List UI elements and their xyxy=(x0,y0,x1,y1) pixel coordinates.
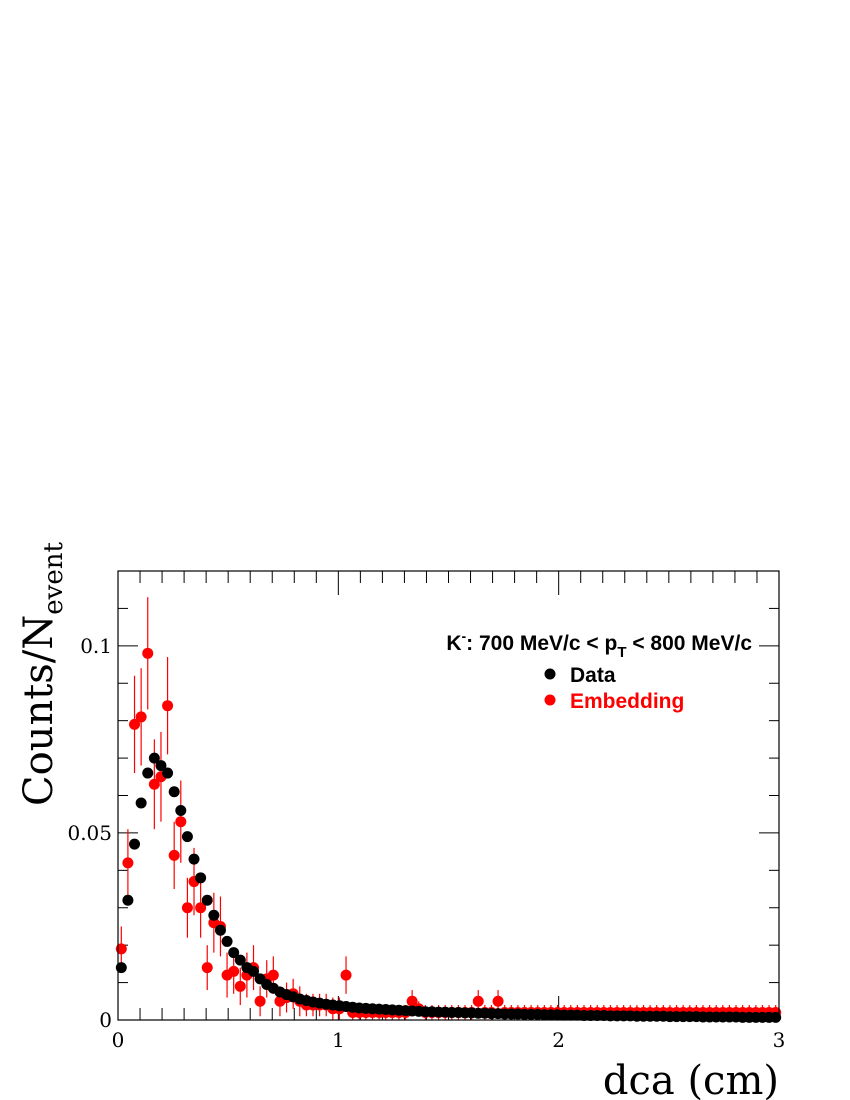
x-tick-label: 1 xyxy=(332,1028,345,1052)
data-point xyxy=(155,760,167,772)
embedding-point xyxy=(162,700,174,712)
embedding-point xyxy=(195,902,207,914)
data-point xyxy=(221,935,233,947)
embedding-point xyxy=(142,647,154,659)
data-point xyxy=(162,767,174,779)
data-point xyxy=(214,924,226,936)
x-tick-label: 3 xyxy=(773,1028,786,1052)
data-point xyxy=(234,954,246,966)
embedding-point xyxy=(181,902,193,914)
x-tick-label: 0 xyxy=(112,1028,125,1052)
x-tick-label: 2 xyxy=(552,1028,565,1052)
legend-embedding-marker xyxy=(544,694,556,706)
data-point xyxy=(181,831,193,843)
data-point xyxy=(175,804,187,816)
y-axis-title: Counts/Nevent xyxy=(16,541,69,806)
y-tick-label: 0.1 xyxy=(80,634,112,658)
embedding-point xyxy=(228,965,240,977)
y-tick-label: 0.05 xyxy=(67,821,112,845)
x-axis-title: dca (cm) xyxy=(603,1058,779,1100)
legend-data-marker xyxy=(544,668,556,680)
embedding-point xyxy=(175,816,187,828)
data-point xyxy=(148,752,160,764)
embedding-point xyxy=(492,995,504,1007)
embedding-point xyxy=(267,969,279,981)
data-point xyxy=(201,894,213,906)
embedding-point xyxy=(406,995,418,1007)
data-series xyxy=(115,752,782,1023)
embedding-point xyxy=(201,962,213,974)
data-point xyxy=(129,838,141,850)
embedding-point xyxy=(122,857,134,869)
data-point xyxy=(142,767,154,779)
embedding-point xyxy=(340,969,352,981)
legend-data-label: Data xyxy=(570,664,616,687)
data-point xyxy=(188,853,200,865)
embedding-point xyxy=(472,995,484,1007)
data-point xyxy=(168,786,180,798)
chart-title: K-: 700 MeV/c < pT < 800 MeV/c xyxy=(446,628,752,661)
embedding-point xyxy=(135,711,147,723)
plot-frame xyxy=(117,570,780,1021)
legend-embedding-label: Embedding xyxy=(570,690,684,713)
embedding-point xyxy=(254,995,266,1007)
embedding-point xyxy=(168,849,180,861)
data-point xyxy=(135,797,147,809)
data-point xyxy=(195,872,207,884)
embedding-point xyxy=(129,718,141,730)
data-point xyxy=(248,965,260,977)
data-point xyxy=(228,947,240,959)
embedding-point xyxy=(148,778,160,790)
data-point xyxy=(208,909,220,921)
embedding-point xyxy=(234,980,246,992)
y-tick-label: 0 xyxy=(99,1008,112,1032)
data-point xyxy=(122,894,134,906)
